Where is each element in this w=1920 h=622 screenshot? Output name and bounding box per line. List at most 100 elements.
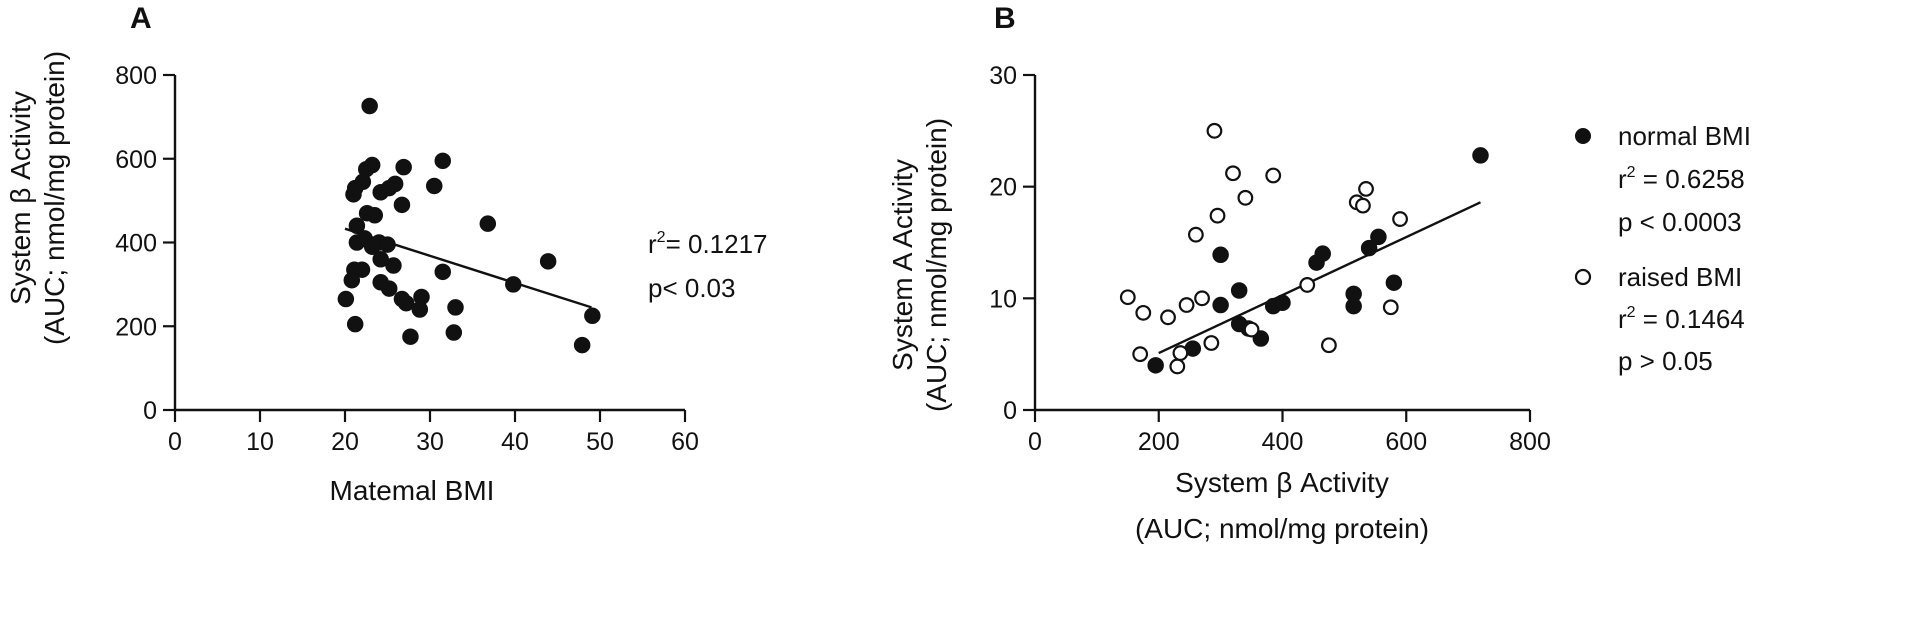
panel-b-point-open: [1237, 189, 1254, 206]
panel-b-point-filled: [1385, 274, 1403, 291]
panel-a-point-filled: [447, 299, 464, 316]
panel-b-point-open: [1169, 358, 1186, 375]
legend-label-normal-bmi: normal BMI: [1618, 121, 1751, 151]
panel-b-letter: B: [994, 2, 1016, 35]
panel-a-y-tick-label: 400: [115, 230, 157, 258]
panel-b-point-open: [1265, 167, 1282, 184]
panel-a-point-filled: [573, 336, 591, 354]
legend-entry-raised-bmi: raised BMI r2 = 0.1464 p > 0.05: [1574, 262, 1745, 376]
panel-b-x-tick-label: 400: [1262, 428, 1304, 456]
panel-b-point-open: [1135, 304, 1152, 321]
panel-b-ylabel-line1: System A Activity: [887, 159, 918, 371]
legend-r2-sup-raised: 2: [1627, 304, 1636, 321]
panel-b-point-filled: [1472, 147, 1489, 164]
panel-b-point-open: [1194, 290, 1210, 307]
legend-r2-prefix-raised: r: [1618, 304, 1627, 334]
legend-entry-normal-bmi: normal BMI r2 = 0.6258 p < 0.0003: [1575, 121, 1751, 237]
panel-a-point-filled: [411, 301, 429, 318]
panel-a-point-filled: [346, 315, 364, 333]
panel-a-x-tick-label: 10: [246, 428, 274, 456]
panel-b-point-open: [1321, 337, 1337, 354]
panel-a-point-filled: [539, 253, 557, 270]
panel-b-xlabel-line1: System β Activity: [1175, 467, 1389, 498]
panel-a-letter: A: [130, 2, 152, 35]
panel-a-y-axis-title: System β Activity (AUC; nmol/mg protein): [5, 51, 70, 345]
panel-b-point-open: [1160, 309, 1176, 326]
panel-b-point-open: [1243, 321, 1260, 338]
panel-a: A System β Activity (AUC; nmol/mg protei…: [5, 2, 768, 506]
legend-label-raised-bmi: raised BMI: [1618, 262, 1742, 292]
panel-b-legend: normal BMI r2 = 0.6258 p < 0.0003 raised…: [1574, 121, 1751, 376]
panel-b-point-open: [1299, 277, 1316, 293]
legend-marker-filled: [1575, 128, 1591, 144]
panel-b-y-tick-label: 0: [1003, 397, 1017, 425]
panel-b-x-tick-label: 0: [1028, 428, 1042, 456]
panel-a-y-tick-label: 800: [115, 62, 157, 90]
panel-b-y-tick-label: 20: [989, 174, 1017, 202]
panel-a-x-tick-label: 60: [671, 428, 699, 456]
panel-a-r2-value: = 0.1217: [666, 229, 768, 259]
panel-b-y-tick-label: 10: [989, 285, 1017, 313]
legend-p-raised-bmi: p > 0.05: [1618, 346, 1713, 376]
legend-r2-value-normal: = 0.6258: [1636, 164, 1745, 194]
panel-a-point-filled: [343, 271, 361, 289]
panel-a-x-tick-label: 20: [331, 428, 359, 456]
panel-b-point-filled: [1212, 246, 1229, 264]
panel-a-y-tick-label: 600: [115, 146, 157, 174]
panel-a-point-filled: [361, 97, 378, 115]
panel-a-point-filled: [379, 236, 396, 253]
legend-r2-normal-bmi: r2 = 0.6258: [1618, 164, 1745, 194]
panel-a-p-value: p< 0.03: [648, 273, 735, 303]
legend-r2-value-raised: = 0.1464: [1636, 304, 1745, 334]
panel-a-point-filled: [363, 156, 381, 174]
legend-marker-open: [1574, 268, 1592, 286]
panel-b-point-open: [1119, 289, 1136, 306]
panel-b-point-open: [1355, 197, 1371, 214]
panel-a-point-filled: [505, 276, 522, 293]
panel-a-point-filled: [434, 263, 451, 281]
panel-a-point-filled: [397, 294, 415, 312]
panel-a-point-filled: [348, 217, 366, 234]
panel-a-point-filled: [426, 177, 443, 195]
panel-a-x-tick-label: 0: [168, 428, 182, 456]
panel-a-x-tick-label: 30: [416, 428, 444, 456]
panel-a-point-filled: [402, 328, 419, 345]
legend-r2-prefix-normal: r: [1618, 164, 1627, 194]
panel-a-x-tick-label: 50: [586, 428, 614, 456]
panel-a-point-filled: [395, 158, 412, 176]
panel-a-point-filled: [386, 175, 404, 193]
panel-a-point-filled: [434, 152, 451, 170]
panel-a-point-filled: [393, 196, 411, 214]
panel-b-point-filled: [1212, 296, 1229, 314]
panel-a-point-filled: [445, 324, 463, 341]
panel-b-point-open: [1172, 345, 1189, 361]
panel-a-point-filled: [385, 257, 402, 274]
panel-a-r2-sup: 2: [657, 229, 666, 246]
panel-b-point-open: [1382, 299, 1399, 316]
panel-b-point-filled: [1345, 297, 1362, 315]
panel-a-annotation: r2= 0.1217 p< 0.03: [648, 229, 768, 303]
panel-b-point-filled: [1314, 245, 1331, 262]
legend-r2-raised-bmi: r2 = 0.1464: [1618, 304, 1745, 334]
panel-b-point-open: [1203, 335, 1220, 351]
panel-a-point-filled: [337, 290, 355, 308]
panel-a-ylabel-line2: (AUC; nmol/mg protein): [39, 51, 70, 345]
panel-a-point-filled: [479, 215, 497, 232]
legend-p-normal-bmi: p < 0.0003: [1618, 207, 1742, 237]
panel-b-point-open: [1178, 297, 1195, 313]
legend-r2-sup-normal: 2: [1627, 164, 1636, 181]
panel-b-point-open: [1209, 207, 1226, 224]
panel-a-x-tick-label: 40: [501, 428, 529, 456]
panel-b-point-open: [1358, 180, 1374, 197]
panel-b-fit-line: [1158, 201, 1482, 355]
panel-b-y-tick-label: 30: [989, 62, 1017, 90]
panel-a-y-tick-label: 200: [115, 313, 157, 341]
panel-b-point-open: [1187, 226, 1204, 243]
panel-a-ylabel-line1: System β Activity: [5, 91, 36, 305]
panel-b-ylabel-line2: (AUC; nmol/mg protein): [921, 118, 952, 412]
panel-b-point-filled: [1230, 282, 1248, 299]
panel-a-point-filled: [366, 207, 383, 224]
panel-b-point-filled: [1360, 239, 1378, 257]
